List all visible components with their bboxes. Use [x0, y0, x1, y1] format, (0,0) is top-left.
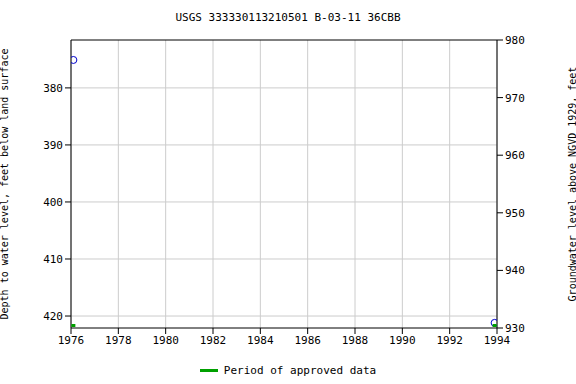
- svg-text:1992: 1992: [436, 334, 463, 347]
- html-text:USGS 333330113210501 B-03-11 3: USGS 333330113210501 B-03-11 36CBB: [175, 11, 401, 24]
- svg-text:930: 930: [505, 322, 525, 335]
- svg-text:1976: 1976: [58, 334, 85, 347]
- svg-text:1986: 1986: [294, 334, 321, 347]
- svg-text:950: 950: [505, 207, 525, 220]
- html-text:Period of approved data: Period of approved data: [223, 364, 377, 377]
- svg-text:390: 390: [43, 139, 63, 152]
- svg-text:940: 940: [505, 264, 525, 277]
- svg-text:Groundwater level above NGVD 1: Groundwater level above NGVD 1929, feet: [567, 67, 568, 302]
- svg-text:980: 980: [505, 34, 525, 47]
- svg-text:380: 380: [43, 82, 63, 95]
- svg-text:Depth to water level, feet bel: Depth to water level, feet below land su…: [8, 49, 10, 320]
- svg-text:1988: 1988: [342, 334, 369, 347]
- svg-text:1984: 1984: [247, 334, 274, 347]
- svg-text:410: 410: [43, 253, 63, 266]
- svg-text:1982: 1982: [200, 334, 227, 347]
- svg-text:970: 970: [505, 92, 525, 105]
- svg-text:1980: 1980: [152, 334, 179, 347]
- svg-text:1990: 1990: [389, 334, 416, 347]
- svg-text:400: 400: [43, 196, 63, 209]
- svg-text:1978: 1978: [105, 334, 132, 347]
- svg-text:1994: 1994: [484, 334, 511, 347]
- svg-text:960: 960: [505, 149, 525, 162]
- svg-text:420: 420: [43, 310, 63, 323]
